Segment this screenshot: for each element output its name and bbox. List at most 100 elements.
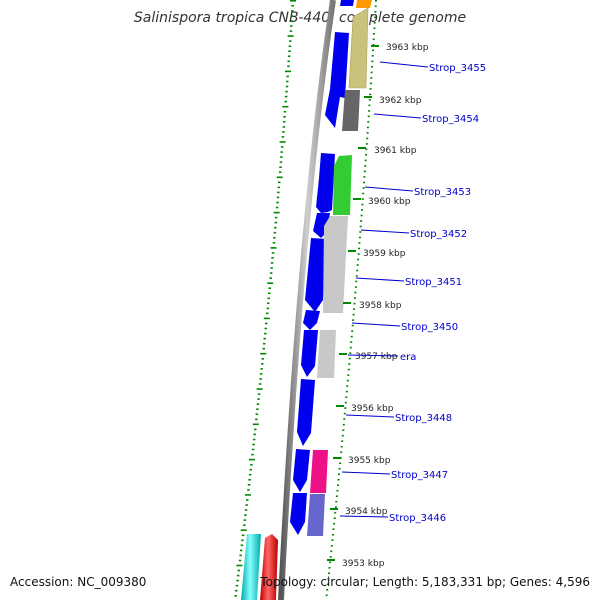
- gc-dot: [244, 509, 248, 511]
- ring-dot: [362, 187, 365, 189]
- gc-dot: [291, 5, 294, 7]
- tick-label-3963: 3963 kbp: [386, 43, 429, 53]
- gc-dot: [285, 85, 289, 88]
- gene-label-strop-3451[interactable]: Strop_3451: [405, 277, 462, 288]
- ring-dot: [354, 297, 356, 299]
- gc-dot: [276, 176, 283, 179]
- gene-label-strop-3452[interactable]: Strop_3452: [410, 229, 467, 240]
- ring-dot: [334, 511, 337, 514]
- gc-dot: [285, 70, 291, 73]
- gene-label-era[interactable]: era: [400, 352, 416, 363]
- gc-dot: [282, 131, 285, 133]
- tick-label-3953: 3953 kbp: [342, 559, 385, 569]
- gc-dot: [250, 463, 253, 466]
- gene-reverse-3446: [307, 494, 325, 536]
- ring-dot: [374, 5, 377, 8]
- ring-dot: [361, 198, 364, 200]
- ring-dot: [368, 104, 371, 107]
- ring-dot: [353, 308, 356, 310]
- ring-dot: [331, 539, 334, 541]
- ring-dot: [325, 594, 328, 597]
- gene-label-strop-3446[interactable]: Strop_3446: [389, 513, 446, 524]
- gc-dot: [275, 206, 279, 209]
- ring-dot: [327, 578, 330, 580]
- gene-forward-7: [301, 330, 318, 377]
- gene-label-strop-3455[interactable]: Strop_3455: [429, 63, 486, 74]
- ring-dot: [362, 192, 365, 195]
- ring-dot: [367, 115, 370, 118]
- gene-reverse-3454: [342, 90, 360, 131]
- gene-label-strop-3447[interactable]: Strop_3447: [391, 470, 448, 481]
- gene-label-strop-3450[interactable]: Strop_3450: [401, 322, 458, 333]
- gc-dot: [291, 10, 294, 12]
- gene-forward-6: [303, 310, 320, 330]
- topology-text: Topology: circular; Length: 5,183,331 bp…: [259, 575, 590, 589]
- gc-dot: [236, 579, 239, 582]
- ring-dot: [342, 423, 345, 426]
- ring-dot: [363, 176, 366, 178]
- ring-dot: [374, 16, 376, 19]
- ring-dot: [369, 82, 372, 85]
- gc-dot: [260, 368, 263, 370]
- ring-dot: [356, 264, 359, 266]
- gene-label-strop-3453[interactable]: Strop_3453: [414, 187, 471, 198]
- tick-label-3959: 3959 kbp: [363, 249, 406, 259]
- genome-backbone: [278, 0, 336, 600]
- gene-label-strop-3448[interactable]: Strop_3448: [395, 413, 452, 424]
- ring-dot: [358, 247, 360, 250]
- gene-forward-1: [340, 0, 354, 6]
- gc-dot: [273, 231, 277, 234]
- ring-dot: [329, 561, 332, 564]
- gc-dot: [252, 443, 255, 446]
- gene-forward-8: [297, 379, 315, 446]
- gc-dot: [266, 307, 269, 310]
- gene-forward-2: [325, 32, 349, 128]
- gc-dot: [268, 292, 271, 294]
- ring-dot: [332, 528, 335, 530]
- gc-dot: [236, 574, 240, 577]
- ring-dot: [369, 93, 372, 96]
- ring-dot: [337, 484, 339, 486]
- ring-dot: [370, 77, 373, 79]
- ring-dot: [364, 159, 367, 162]
- ring-dot: [328, 572, 330, 575]
- gc-dot: [254, 428, 257, 431]
- gc-dot: [279, 161, 283, 163]
- ring-dot: [361, 203, 364, 206]
- gc-dot: [240, 549, 243, 552]
- gc-dot: [234, 595, 237, 597]
- gc-dot: [288, 50, 291, 52]
- gene-forward-10: [290, 493, 307, 535]
- gc-dot: [257, 393, 261, 395]
- ring-dot: [356, 269, 359, 272]
- gc-dot: [269, 272, 273, 274]
- gc-dot: [253, 433, 256, 436]
- gc-dot: [248, 473, 252, 476]
- gc-dot: [241, 539, 244, 542]
- ring-dot: [345, 390, 348, 393]
- gc-dot: [236, 564, 243, 567]
- gc-dot: [264, 332, 267, 335]
- gc-dot: [244, 494, 251, 496]
- ring-dot: [350, 341, 353, 343]
- ring-dot: [336, 489, 339, 492]
- ring-dot: [368, 110, 371, 112]
- ring-dot: [340, 445, 343, 448]
- ring-dot: [339, 462, 342, 464]
- ring-dot: [348, 363, 351, 365]
- ring-dot: [371, 66, 373, 68]
- ring-dot: [372, 38, 375, 41]
- reverse-strand-genes: [307, 0, 372, 536]
- ring-dot: [365, 143, 368, 145]
- gc-dot: [274, 226, 277, 229]
- gene-reverse-3453: [333, 155, 352, 215]
- gene-label-strop-3454[interactable]: Strop_3454: [422, 114, 479, 125]
- gc-dot: [244, 514, 247, 516]
- gc-dot: [235, 589, 238, 592]
- gc-dot: [255, 413, 259, 415]
- gc-dot: [279, 166, 282, 168]
- gc-dot: [235, 584, 239, 587]
- gc-dot: [270, 262, 274, 264]
- gc-dot: [255, 418, 258, 421]
- ring-dot: [366, 126, 369, 129]
